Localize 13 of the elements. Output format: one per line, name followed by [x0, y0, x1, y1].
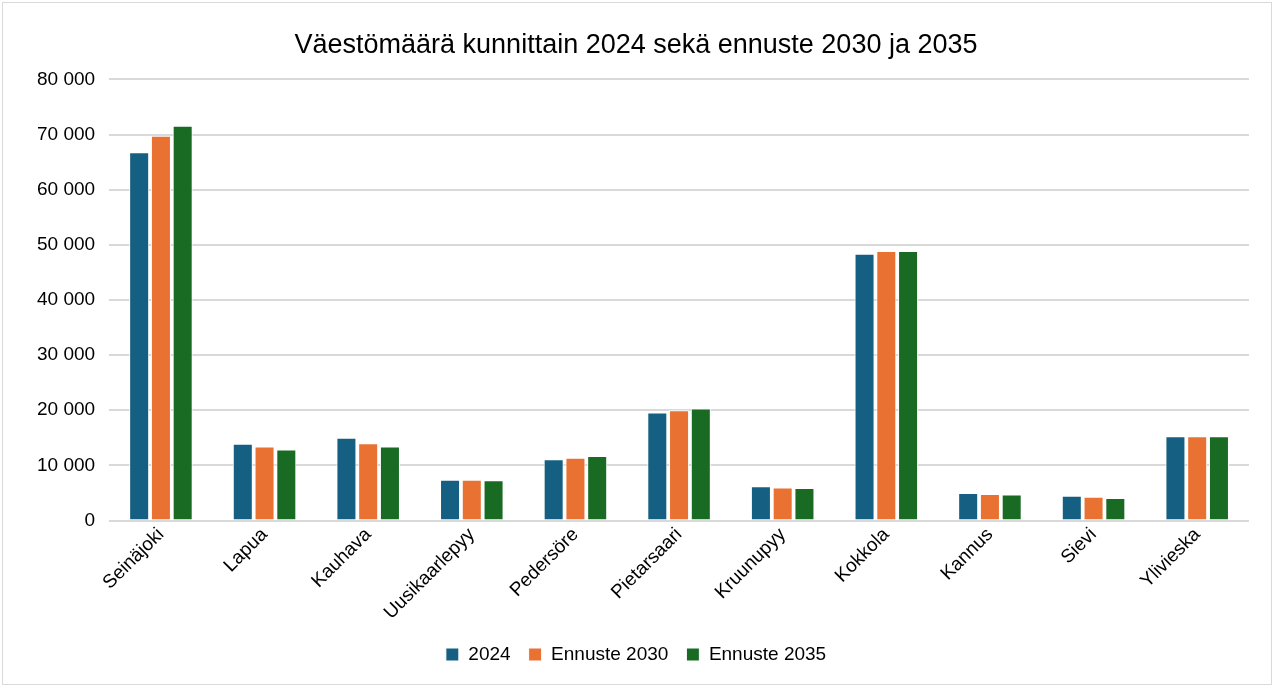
y-tick-label: 0 [84, 508, 96, 530]
legend-label: 2024 [468, 642, 512, 664]
y-tick-label: 30 000 [36, 343, 96, 365]
y-tick-label: 80 000 [36, 67, 96, 89]
legend-label: Ennuste 2035 [708, 642, 827, 664]
chart-title: Väestömäärä kunnittain 2024 sekä ennuste 2030 ja 2035 [294, 28, 978, 59]
y-tick-label: 70 000 [36, 122, 96, 144]
y-tick-label: 10 000 [36, 453, 96, 475]
legend-label: Ennuste 2030 [551, 642, 669, 664]
y-tick-label: 40 000 [36, 288, 96, 310]
y-tick-label: 20 000 [36, 398, 96, 420]
y-tick-label: 50 000 [36, 233, 96, 255]
y-tick-label: 60 000 [36, 177, 96, 199]
